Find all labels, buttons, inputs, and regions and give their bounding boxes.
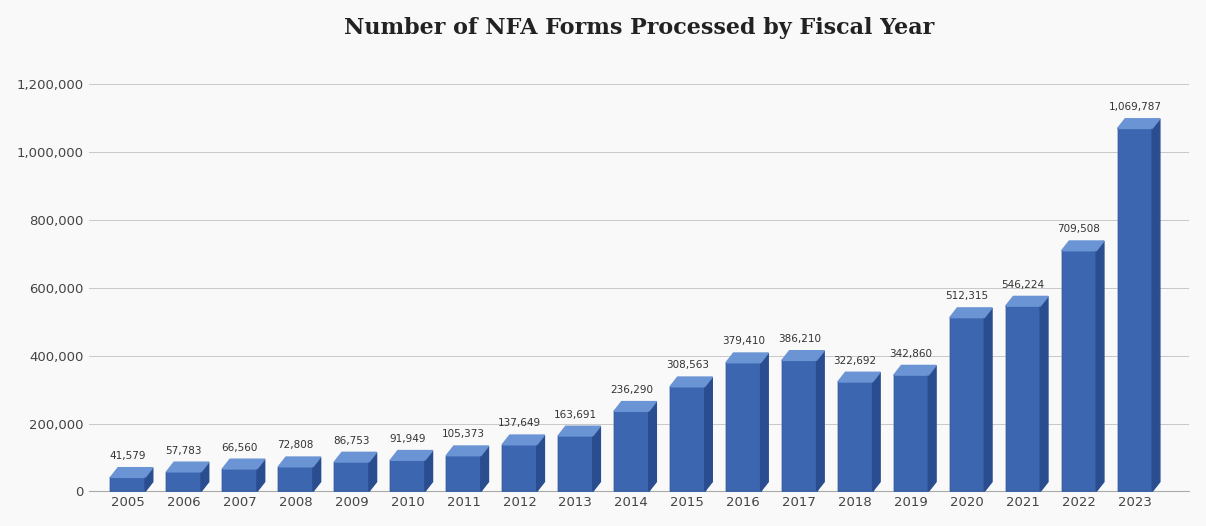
Polygon shape [222,459,264,469]
Polygon shape [816,351,824,491]
Text: 86,753: 86,753 [333,436,370,446]
Polygon shape [201,462,209,491]
Polygon shape [649,401,656,491]
Polygon shape [166,462,209,472]
Polygon shape [481,446,488,491]
Polygon shape [1118,119,1160,128]
Text: 66,560: 66,560 [222,442,258,452]
Polygon shape [502,435,544,445]
Polygon shape [761,353,768,491]
Text: 709,508: 709,508 [1058,225,1100,235]
Polygon shape [949,308,993,318]
Text: 379,410: 379,410 [721,337,765,347]
Text: 72,808: 72,808 [277,440,314,450]
Text: 137,649: 137,649 [498,419,541,429]
Text: 322,692: 322,692 [833,356,877,366]
Polygon shape [369,452,376,491]
Polygon shape [894,366,936,375]
Title: Number of NFA Forms Processed by Fiscal Year: Number of NFA Forms Processed by Fiscal … [344,17,935,39]
Polygon shape [425,451,433,491]
Text: 105,373: 105,373 [443,429,485,439]
Polygon shape [1041,297,1048,491]
Polygon shape [314,457,321,491]
Text: 57,783: 57,783 [165,446,203,456]
Polygon shape [446,446,488,456]
Polygon shape [1006,297,1048,306]
Polygon shape [614,401,656,411]
Polygon shape [593,426,601,491]
Text: 1,069,787: 1,069,787 [1108,102,1161,112]
Polygon shape [704,377,713,491]
Polygon shape [334,452,376,462]
Text: 236,290: 236,290 [610,385,652,395]
Polygon shape [671,377,713,387]
Text: 41,579: 41,579 [110,451,146,461]
Polygon shape [558,426,601,436]
Polygon shape [1061,241,1103,251]
Polygon shape [1152,119,1160,491]
Polygon shape [1096,241,1103,491]
Polygon shape [929,366,936,491]
Text: 342,860: 342,860 [890,349,932,359]
Polygon shape [726,353,768,363]
Polygon shape [391,451,433,460]
Text: 308,563: 308,563 [666,360,709,370]
Polygon shape [872,372,880,491]
Polygon shape [838,372,880,382]
Text: 512,315: 512,315 [946,291,989,301]
Text: 91,949: 91,949 [390,434,426,444]
Text: 546,224: 546,224 [1001,280,1044,290]
Text: 163,691: 163,691 [554,410,597,420]
Polygon shape [984,308,993,491]
Text: 386,210: 386,210 [778,334,821,344]
Polygon shape [257,459,264,491]
Polygon shape [781,351,824,360]
Polygon shape [111,468,153,478]
Polygon shape [279,457,321,467]
Polygon shape [145,468,153,491]
Polygon shape [537,435,544,491]
